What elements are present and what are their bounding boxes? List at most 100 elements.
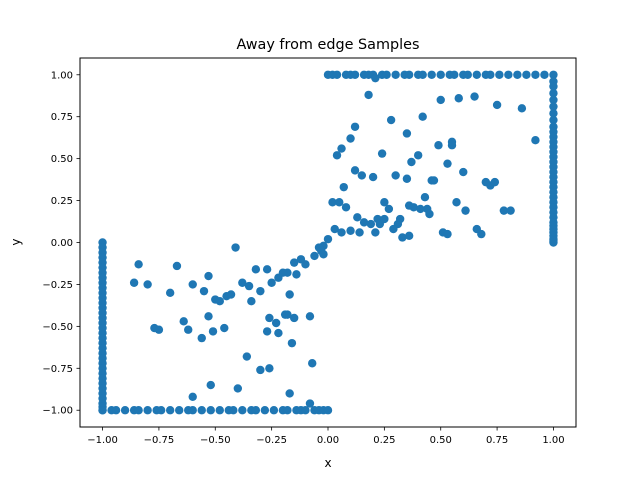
data-point: [549, 89, 558, 98]
data-point: [506, 206, 515, 215]
data-point: [247, 297, 256, 306]
data-point: [492, 100, 502, 110]
data-point: [420, 193, 430, 202]
data-point: [271, 318, 281, 328]
data-point: [382, 70, 391, 79]
data-point: [418, 112, 427, 121]
data-point: [287, 338, 297, 348]
data-point: [220, 323, 229, 333]
data-point: [389, 224, 398, 234]
data-point: [310, 251, 319, 261]
data-point: [517, 104, 527, 113]
data-point: [285, 389, 294, 398]
data-point: [323, 406, 333, 415]
data-point: [418, 70, 427, 79]
x-tick-label: −0.50: [200, 435, 231, 446]
data-point: [328, 198, 337, 207]
data-point: [472, 70, 481, 79]
data-point: [204, 312, 213, 321]
data-point: [206, 406, 215, 415]
data-point: [332, 151, 342, 160]
data-point: [447, 137, 457, 147]
data-point: [398, 233, 407, 242]
data-point: [384, 204, 394, 214]
x-tick-label: 0.50: [430, 435, 452, 446]
data-point: [413, 151, 423, 160]
data-point: [490, 177, 500, 187]
data-point: [305, 399, 315, 408]
data-point: [308, 359, 317, 368]
data-point: [231, 243, 240, 252]
data-point: [319, 250, 328, 259]
data-point: [472, 224, 481, 234]
data-point: [206, 380, 215, 390]
data-points: [98, 70, 558, 415]
data-point: [346, 226, 355, 235]
data-point: [332, 70, 342, 79]
data-point: [283, 406, 292, 415]
data-point: [549, 115, 558, 125]
data-point: [391, 171, 400, 180]
data-point: [407, 157, 416, 167]
y-axis-ticks: −1.00 −0.75 −0.50 −0.25 0.00 0.25 0.50 0.75 1.00: [42, 70, 80, 417]
data-point: [549, 95, 558, 105]
data-point: [301, 260, 310, 269]
data-point: [355, 228, 364, 237]
data-point: [549, 238, 558, 247]
data-point: [197, 406, 206, 415]
data-point: [386, 115, 396, 125]
data-point: [134, 260, 143, 269]
data-point: [540, 70, 549, 79]
data-point: [262, 265, 272, 274]
x-tick-label: 0.00: [317, 435, 339, 446]
data-point: [522, 70, 531, 79]
data-point: [429, 176, 439, 185]
data-point: [371, 228, 380, 237]
data-point: [323, 234, 333, 244]
data-point: [143, 280, 152, 289]
data-point: [289, 313, 299, 323]
data-point: [481, 177, 491, 187]
data-point: [368, 172, 378, 182]
data-point: [292, 270, 301, 279]
data-point: [188, 392, 197, 402]
data-point: [215, 406, 224, 415]
data-point: [283, 310, 292, 319]
y-tick-label: −0.25: [42, 280, 73, 291]
data-point: [549, 70, 558, 79]
data-point: [98, 406, 107, 415]
x-axis-label: x: [324, 456, 331, 470]
data-point: [242, 352, 252, 361]
data-point: [531, 135, 540, 145]
data-point: [461, 206, 470, 215]
data-point: [454, 94, 463, 103]
data-point: [416, 204, 425, 214]
data-point: [434, 141, 443, 150]
data-point: [129, 278, 139, 287]
data-point: [111, 406, 121, 415]
data-point: [256, 286, 265, 296]
data-point: [549, 102, 558, 111]
data-point: [305, 312, 315, 321]
data-point: [463, 70, 472, 79]
data-point: [199, 286, 209, 296]
data-point: [404, 231, 414, 240]
data-point: [452, 198, 461, 207]
data-point: [436, 95, 445, 105]
data-point: [427, 70, 436, 79]
data-point: [251, 265, 261, 274]
data-point: [409, 203, 418, 212]
data-point: [267, 278, 276, 287]
data-point: [184, 325, 193, 334]
data-point: [238, 278, 247, 287]
data-point: [459, 167, 468, 177]
data-point: [265, 313, 274, 323]
data-point: [278, 268, 288, 277]
data-point: [175, 406, 184, 415]
data-point: [371, 73, 380, 83]
data-point: [486, 70, 495, 79]
y-tick-label: 1.00: [51, 70, 73, 81]
data-point: [233, 384, 243, 393]
data-point: [380, 198, 389, 207]
data-point: [402, 129, 412, 138]
